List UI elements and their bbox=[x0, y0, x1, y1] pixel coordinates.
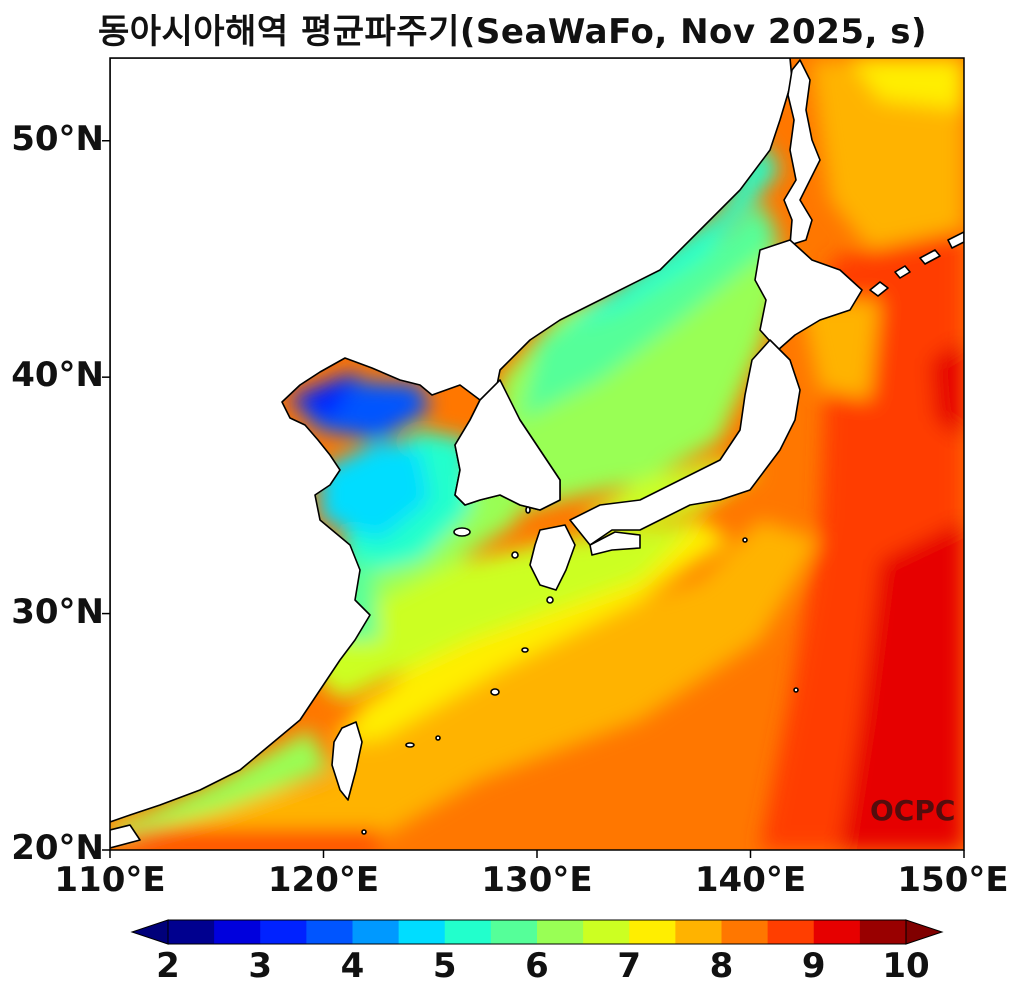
colorbar-tick-label: 3 bbox=[248, 946, 273, 986]
colorbar-segment bbox=[721, 920, 769, 944]
colorbar-segment bbox=[537, 920, 584, 944]
lon-tick-label: 110°E bbox=[54, 860, 166, 900]
lon-tick-label: 120°E bbox=[267, 860, 380, 900]
colorbar-tick-label: 9 bbox=[801, 946, 826, 986]
lat-tick-label: 40°N bbox=[11, 355, 104, 396]
wave-period-field bbox=[110, 58, 964, 850]
colorbar-tick-label: 10 bbox=[882, 946, 930, 986]
lat-tick-label: 30°N bbox=[11, 591, 104, 632]
colorbar-segment bbox=[352, 920, 400, 944]
map-title: 동아시아해역 평균파주기(SeaWaFo, Nov 2025, s) bbox=[97, 12, 928, 52]
colorbar-tick-label: 5 bbox=[432, 946, 457, 986]
colorbar-segment bbox=[583, 920, 630, 944]
colorbar-segment bbox=[260, 920, 307, 944]
colorbar-frame bbox=[167, 919, 907, 945]
colorbar-tick-label: 7 bbox=[617, 946, 642, 986]
colorbar-tick-label: 6 bbox=[525, 946, 549, 986]
colorbar-tick-label: 2 bbox=[156, 946, 180, 986]
colorbar-under-arrow bbox=[130, 919, 169, 945]
colorbar-over-arrow bbox=[905, 919, 944, 945]
lat-tick-label: 50°N bbox=[11, 118, 104, 159]
colorbar-segment bbox=[767, 920, 815, 944]
lat-tick-label: 20°N bbox=[11, 828, 104, 868]
colorbar-tick-label: 4 bbox=[340, 946, 365, 986]
colorbar bbox=[130, 919, 944, 945]
lon-tick-label: 130°E bbox=[481, 860, 593, 900]
lon-tick-label: 150°E bbox=[897, 860, 1009, 900]
land-mask bbox=[110, 58, 964, 849]
colorbar-segment bbox=[629, 920, 676, 944]
colorbar-tick-label: 8 bbox=[709, 946, 734, 986]
watermark-label: OCPC bbox=[870, 794, 956, 827]
colorbar-segment bbox=[306, 920, 353, 944]
colorbar-segment bbox=[859, 920, 907, 944]
colorbar-segment bbox=[168, 920, 215, 944]
colorbar-segment bbox=[675, 920, 722, 944]
colorbar-segment bbox=[813, 920, 861, 944]
colorbar-segment bbox=[398, 920, 446, 944]
colorbar-segment bbox=[444, 920, 492, 944]
colorbar-segment bbox=[214, 920, 261, 944]
lon-tick-label: 140°E bbox=[694, 860, 807, 900]
colorbar-segment bbox=[490, 920, 538, 944]
